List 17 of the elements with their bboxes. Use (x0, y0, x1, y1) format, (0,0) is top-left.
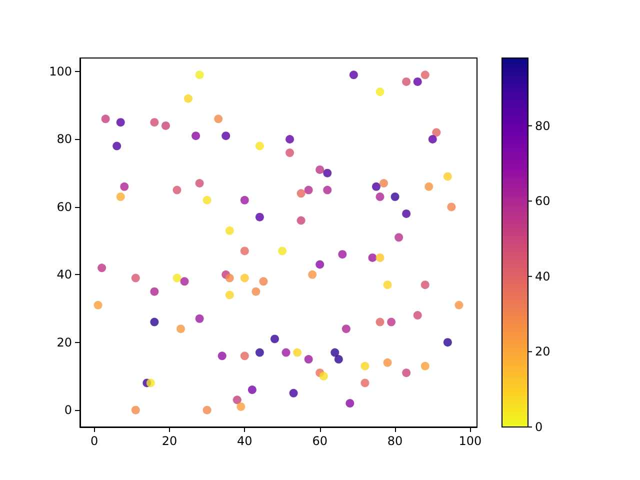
color-bar-label: 60 (535, 194, 550, 208)
x-tick-label: 40 (237, 434, 252, 448)
x-tick-label: 60 (312, 434, 328, 448)
color-bar-label: 0 (535, 420, 543, 434)
x-tick-label: 80 (387, 434, 403, 448)
x-tick-label: 20 (162, 434, 178, 448)
color-bar-label: 20 (535, 344, 550, 359)
y-tick-label: 80 (56, 132, 72, 146)
x-tick-label: 100 (458, 434, 482, 448)
y-tick-label: 60 (56, 200, 72, 214)
y-tick-label: 0 (64, 403, 72, 418)
x-tick-label: 0 (90, 434, 98, 448)
color-bar-label: 80 (535, 118, 550, 133)
y-tick-label: 20 (56, 335, 72, 350)
color-bar-label: 40 (535, 269, 550, 284)
y-tick-label: 100 (49, 64, 72, 79)
y-tick-label: 40 (56, 268, 72, 282)
